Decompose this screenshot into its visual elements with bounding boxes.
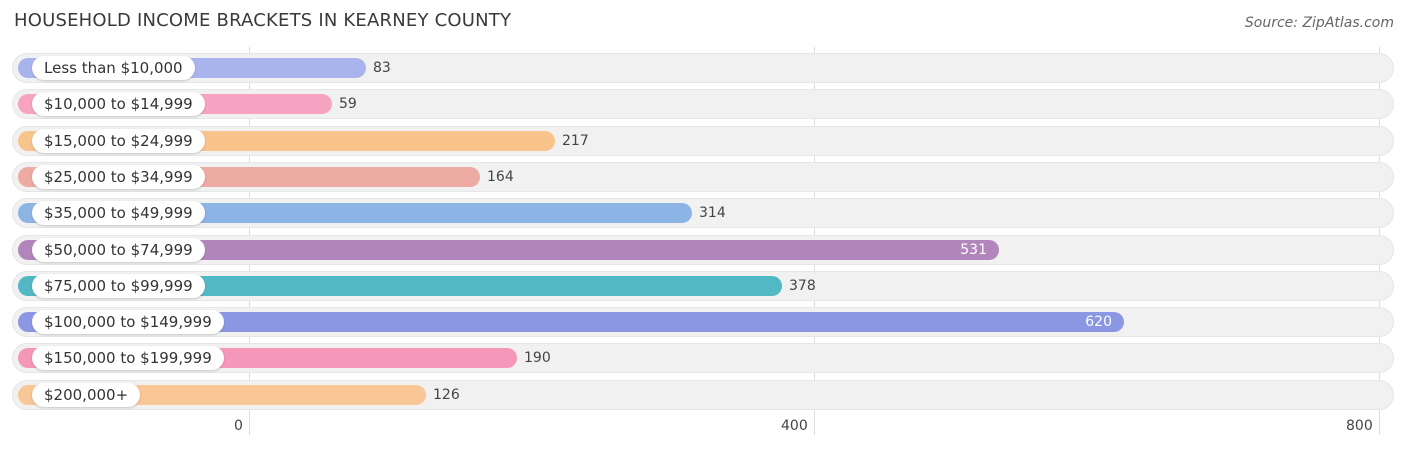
category-label: $75,000 to $99,999 [32,274,205,298]
value-label: 378 [789,278,816,294]
category-label: $25,000 to $34,999 [32,165,205,189]
category-label: $150,000 to $199,999 [32,346,224,370]
x-tick-label: 0 [234,418,243,434]
chart-title: HOUSEHOLD INCOME BRACKETS IN KEARNEY COU… [14,10,512,31]
value-label: 314 [699,205,726,221]
value-label: 164 [487,169,514,185]
value-label: 217 [562,133,589,149]
value-label: 620 [1085,314,1112,330]
value-label: 83 [373,60,391,76]
category-label: $15,000 to $24,999 [32,129,205,153]
value-label: 190 [524,350,551,366]
value-label: 531 [960,242,987,258]
category-label: $200,000+ [32,383,141,407]
category-label: $10,000 to $14,999 [32,92,205,116]
bar [18,240,999,260]
value-label: 59 [339,96,357,112]
value-label: 126 [433,387,460,403]
category-label: $100,000 to $149,999 [32,310,224,334]
category-label: Less than $10,000 [32,56,195,80]
x-tick-label: 400 [781,418,808,434]
bar [18,312,1124,332]
category-label: $50,000 to $74,999 [32,238,205,262]
category-label: $35,000 to $49,999 [32,201,205,225]
x-tick-label: 800 [1346,418,1373,434]
chart-source: Source: ZipAtlas.com [1244,15,1394,31]
bar [18,276,782,296]
